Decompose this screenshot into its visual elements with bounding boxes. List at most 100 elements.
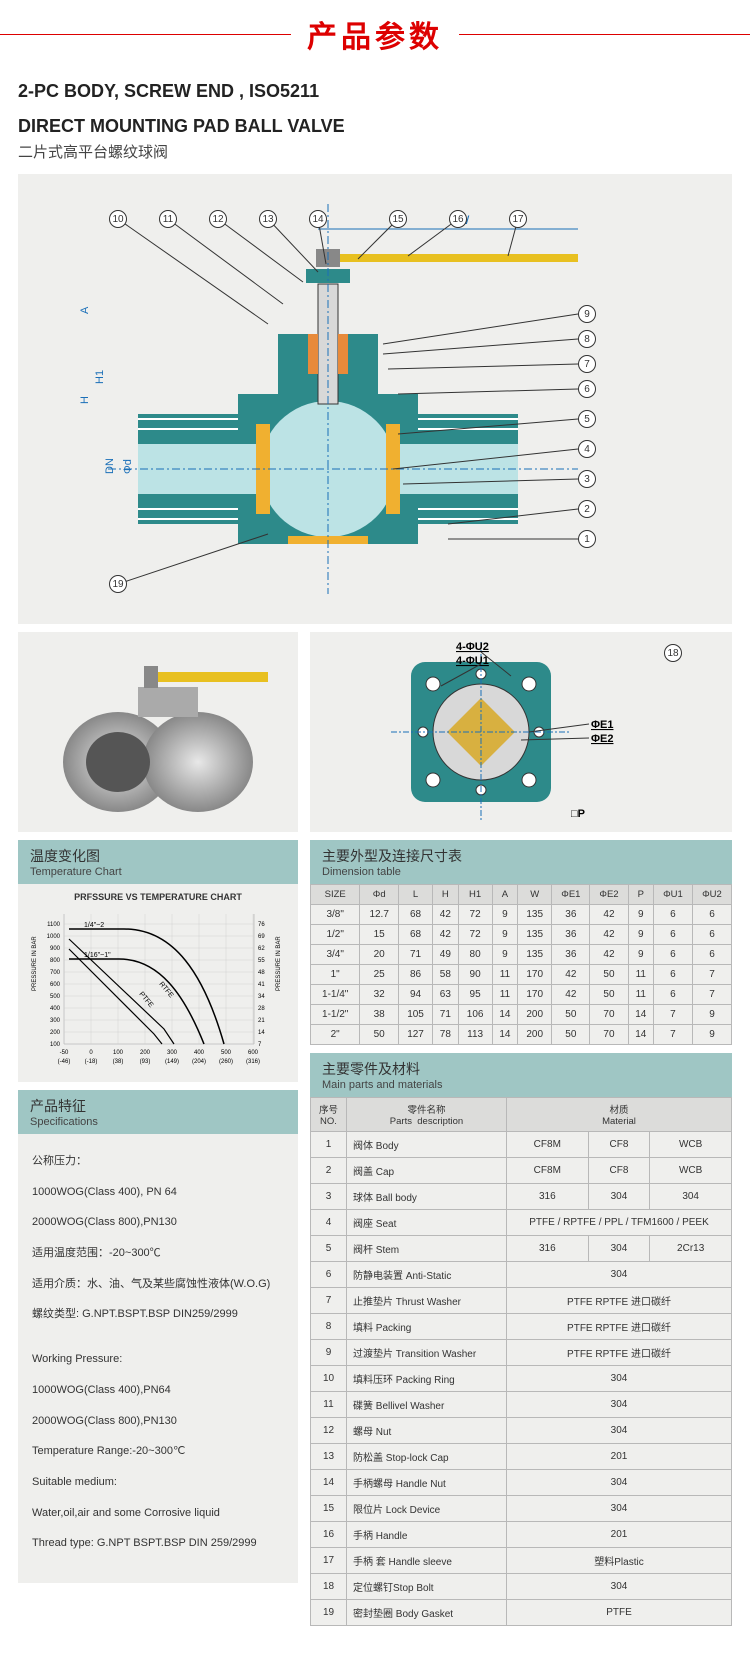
callout-13: 13 xyxy=(259,210,277,228)
mat-cell: 201 xyxy=(507,1522,732,1548)
mat-desc: 过渡垫片 Transition Washer xyxy=(347,1340,507,1366)
mat-no: 6 xyxy=(311,1262,347,1288)
table-row: 7止推垫片 Thrust WasherPTFE RPTFE 进口碳纤 xyxy=(311,1288,732,1314)
table-row: 3/8"12.768427291353642966 xyxy=(311,905,732,925)
chart-title: PRFSSURE VS TEMPERATURE CHART xyxy=(26,892,290,902)
svg-text:4-ΦU2: 4-ΦU2 xyxy=(456,641,489,653)
mat-desc: 填料 Packing xyxy=(347,1314,507,1340)
mat-desc: 碟簧 Bellivel Washer xyxy=(347,1392,507,1418)
pad-svg: 4-ΦU2 4-ΦU1 ΦE1 ΦE2 □P xyxy=(310,632,732,832)
mat-no: 19 xyxy=(311,1600,347,1626)
mat-desc: 手柄 Handle xyxy=(347,1522,507,1548)
table-row: 16手柄 Handle201 xyxy=(311,1522,732,1548)
mat-desc: 阀盖 Cap xyxy=(347,1158,507,1184)
dim-th: A xyxy=(492,885,517,905)
dim-cell: 9 xyxy=(628,925,653,945)
mat-cell: PTFE / RPTFE / PPL / TFM1600 / PEEK xyxy=(507,1210,732,1236)
mat-no: 12 xyxy=(311,1418,347,1444)
dim-cell: 42 xyxy=(552,965,590,985)
mat-cell: 304 xyxy=(507,1392,732,1418)
mat-cell: PTFE RPTFE 进口碳纤 xyxy=(507,1288,732,1314)
callout-16: 16 xyxy=(449,210,467,228)
dim-cell: 11 xyxy=(628,965,653,985)
mat-desc: 手柄 套 Handle sleeve xyxy=(347,1548,507,1574)
mat-cell: PTFE xyxy=(507,1600,732,1626)
mat-cell: PTFE RPTFE 进口碳纤 xyxy=(507,1314,732,1340)
dim-cell: 36 xyxy=(552,945,590,965)
dim-cell: 6 xyxy=(653,905,692,925)
mat-th-mat: 材质Material xyxy=(507,1098,732,1132)
svg-text:300: 300 xyxy=(167,1050,178,1056)
mat-cell: 304 xyxy=(507,1496,732,1522)
svg-text:55: 55 xyxy=(258,958,265,964)
dim-cell: 63 xyxy=(433,985,458,1005)
svg-text:ΦE1: ΦE1 xyxy=(591,719,613,731)
svg-text:600: 600 xyxy=(50,982,61,988)
mat-no: 1 xyxy=(311,1132,347,1158)
dim-cell: 70 xyxy=(590,1025,628,1045)
svg-text:1/4"~2: 1/4"~2 xyxy=(84,922,104,929)
mat-cell: CF8M xyxy=(507,1132,589,1158)
mat-desc: 定位螺钉Stop Bolt xyxy=(347,1574,507,1600)
dim-cell: 14 xyxy=(628,1005,653,1025)
dim-cell: 80 xyxy=(458,945,492,965)
dim-cell: 1-1/2" xyxy=(311,1005,360,1025)
dim-cell: 90 xyxy=(458,965,492,985)
dim-cell: 42 xyxy=(590,925,628,945)
dim-cell: 71 xyxy=(433,1005,458,1025)
dim-cell: 1" xyxy=(311,965,360,985)
spec-line: Suitable medium: xyxy=(32,1473,284,1492)
callout-3: 3 xyxy=(578,470,596,488)
callout-10: 10 xyxy=(109,210,127,228)
spec-line: 2000WOG(Class 800),PN130 xyxy=(32,1412,284,1431)
dim-header-en: Dimension table xyxy=(322,866,720,878)
mat-desc: 密封垫圈 Body Gasket xyxy=(347,1600,507,1626)
table-row: 10填料压环 Packing Ring304 xyxy=(311,1366,732,1392)
callout-12: 12 xyxy=(209,210,227,228)
dim-cell: 20 xyxy=(360,945,399,965)
mat-desc: 阀体 Body xyxy=(347,1132,507,1158)
table-row: 5阀杆 Stem3163042Cr13 xyxy=(311,1236,732,1262)
dim-cell: 42 xyxy=(590,945,628,965)
mat-no: 10 xyxy=(311,1366,347,1392)
dim-cell: 170 xyxy=(518,965,552,985)
dimension-table: SIZEΦdLHH1AWΦE1ΦE2PΦU1ΦU23/8"12.76842729… xyxy=(310,884,732,1045)
svg-text:DN: DN xyxy=(104,458,116,474)
mat-desc: 防静电装置 Anti-Static xyxy=(347,1262,507,1288)
header-line-left xyxy=(0,34,291,35)
dim-th: ΦE1 xyxy=(552,885,590,905)
svg-text:(149): (149) xyxy=(165,1059,179,1065)
dim-th: H1 xyxy=(458,885,492,905)
table-row: 9过渡垫片 Transition WasherPTFE RPTFE 进口碳纤 xyxy=(311,1340,732,1366)
dim-cell: 6 xyxy=(653,985,692,1005)
dim-th: H xyxy=(433,885,458,905)
svg-text:(93): (93) xyxy=(140,1059,151,1065)
dim-cell: 105 xyxy=(398,1005,432,1025)
diagram-svg: W DN Φd H H1 A xyxy=(18,174,732,624)
dim-cell: 12.7 xyxy=(360,905,399,925)
svg-text:(204): (204) xyxy=(192,1059,206,1065)
dim-cell: 68 xyxy=(398,925,432,945)
callout-5: 5 xyxy=(578,410,596,428)
svg-text:48: 48 xyxy=(258,970,265,976)
table-row: 2"50127781131420050701479 xyxy=(311,1025,732,1045)
mat-cell: 塑料Plastic xyxy=(507,1548,732,1574)
dim-cell: 9 xyxy=(492,945,517,965)
mat-cell: 304 xyxy=(650,1184,732,1210)
svg-text:A: A xyxy=(79,306,91,314)
mat-no: 9 xyxy=(311,1340,347,1366)
dim-cell: 6 xyxy=(653,965,692,985)
svg-text:(260): (260) xyxy=(219,1059,233,1065)
dim-cell: 106 xyxy=(458,1005,492,1025)
dim-cell: 70 xyxy=(590,1005,628,1025)
mat-header-en: Main parts and materials xyxy=(322,1079,720,1091)
dim-cell: 86 xyxy=(398,965,432,985)
svg-text:69: 69 xyxy=(258,934,265,940)
dim-th: L xyxy=(398,885,432,905)
svg-text:1000: 1000 xyxy=(47,934,61,940)
materials-table: 序号NO.零件名称Parts description材质Material1阀体 … xyxy=(310,1097,732,1626)
mat-cell: PTFE RPTFE 进口碳纤 xyxy=(507,1340,732,1366)
dim-cell: 200 xyxy=(518,1005,552,1025)
dim-cell: 78 xyxy=(433,1025,458,1045)
mat-no: 3 xyxy=(311,1184,347,1210)
